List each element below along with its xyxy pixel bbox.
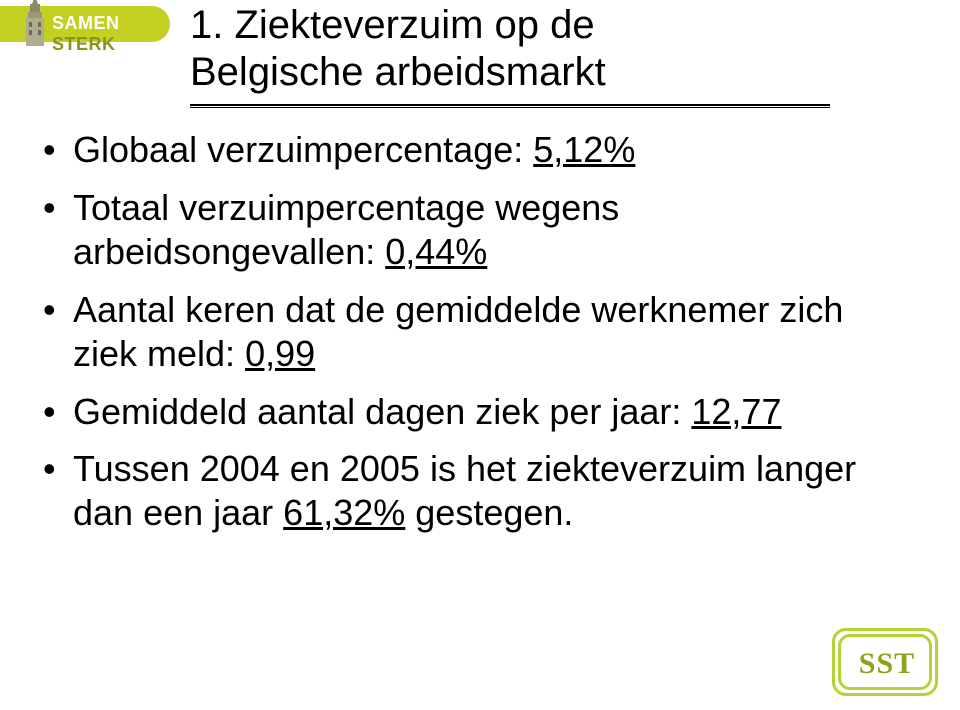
logo-samen-sterk: SAMEN STERK: [0, 0, 175, 60]
logo-text: SAMEN STERK: [52, 13, 175, 55]
tower-icon: [18, 0, 52, 53]
bullet-value: 61,32%: [283, 492, 405, 533]
bullet-text-pre: Globaal verzuimpercentage:: [73, 129, 533, 170]
logo-text-sterk: STERK: [52, 34, 116, 54]
content-area: Globaal verzuimpercentage: 5,12% Totaal …: [35, 128, 905, 549]
sst-badge: SST: [832, 622, 942, 700]
bullet-value: 0,99: [245, 333, 315, 374]
title-line1: 1. Ziekteverzuim op de: [190, 3, 595, 47]
title-block: 1. Ziekteverzuim op de Belgische arbeids…: [190, 2, 830, 96]
bullet-list: Globaal verzuimpercentage: 5,12% Totaal …: [35, 128, 905, 535]
bullet-item: Aantal keren dat de gemiddelde werknemer…: [35, 288, 905, 376]
bullet-value: 12,77: [691, 391, 781, 432]
sst-label: SST: [832, 622, 942, 700]
bullet-text-post: gestegen.: [405, 492, 573, 533]
logo-text-samen: SAMEN: [52, 13, 120, 33]
title-line2: Belgische arbeidsmarkt: [190, 50, 606, 94]
bullet-text-pre: Totaal verzuimpercentage wegens arbeidso…: [73, 187, 619, 272]
bullet-text-pre: Aantal keren dat de gemiddelde werknemer…: [73, 289, 843, 374]
bullet-item: Totaal verzuimpercentage wegens arbeidso…: [35, 186, 905, 274]
bullet-item: Globaal verzuimpercentage: 5,12%: [35, 128, 905, 172]
page-title: 1. Ziekteverzuim op de Belgische arbeids…: [190, 2, 830, 96]
bullet-item: Gemiddeld aantal dagen ziek per jaar: 12…: [35, 390, 905, 434]
bullet-text-pre: Gemiddeld aantal dagen ziek per jaar:: [73, 391, 691, 432]
slide: SAMEN STERK 1. Ziekteverzuim op de Belgi…: [0, 0, 960, 710]
bullet-item: Tussen 2004 en 2005 is het ziekteverzuim…: [35, 447, 905, 535]
bullet-value: 0,44%: [385, 231, 487, 272]
bullet-value: 5,12%: [533, 129, 635, 170]
title-underline-rule: [190, 104, 830, 108]
